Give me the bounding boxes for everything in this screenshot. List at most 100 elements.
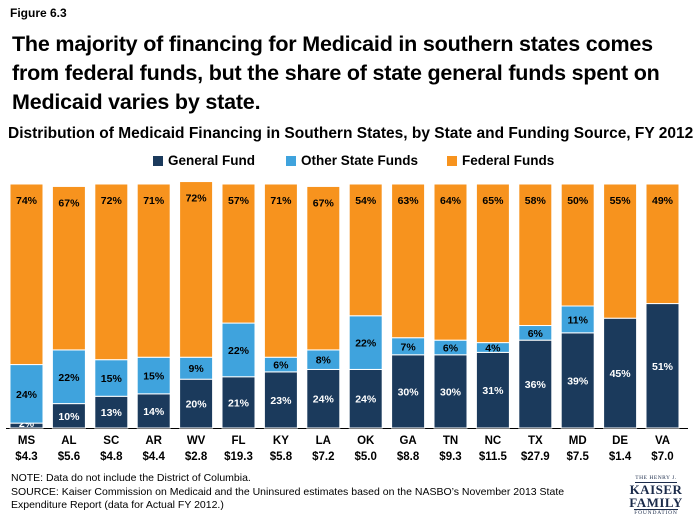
data-label-wv-other-state-funds: 9%	[189, 363, 205, 375]
data-label-ga-other-state-funds: 7%	[401, 341, 417, 353]
x-tick-label-ar: AR	[145, 435, 162, 447]
bar-segment-nc-federal-funds	[475, 183, 510, 344]
bar-segment-wv-general-fund	[179, 378, 214, 429]
data-label-al-other-state-funds: 22%	[58, 372, 80, 384]
x-tick-total-sc: $4.8	[100, 451, 123, 463]
data-label-ga-general-fund: 30%	[398, 386, 420, 398]
data-label-ga-federal-funds: 63%	[398, 195, 420, 207]
bar-segment-tn-general-fund	[433, 354, 468, 429]
data-label-fl-general-fund: 21%	[228, 397, 250, 409]
x-tick-label-md: MD	[569, 435, 587, 447]
bar-segment-ky-federal-funds	[263, 183, 298, 358]
x-tick-label-al: AL	[61, 435, 76, 447]
bar-segment-sc-general-fund	[94, 395, 129, 429]
data-label-tn-other-state-funds: 6%	[443, 342, 459, 354]
bar-segment-fl-federal-funds	[221, 183, 256, 324]
bar-segment-ar-other-state-funds	[136, 356, 171, 395]
x-tick-label-nc: NC	[485, 435, 502, 447]
data-label-sc-federal-funds: 72%	[101, 195, 123, 207]
x-tick-total-va: $7.0	[651, 451, 673, 463]
x-tick-label-ok: OK	[357, 435, 375, 447]
legend-item-other-state-funds: Other State Funds	[286, 153, 418, 168]
x-tick-label-tn: TN	[443, 435, 458, 447]
legend-label-general-fund: General Fund	[168, 153, 256, 168]
data-label-wv-general-fund: 20%	[186, 399, 208, 411]
bar-segment-ga-federal-funds	[391, 183, 426, 339]
bar-segment-sc-federal-funds	[94, 183, 129, 361]
x-tick-label-tx: TX	[528, 435, 543, 447]
note-text: NOTE: Data do not include the District o…	[11, 472, 251, 484]
data-label-la-general-fund: 24%	[313, 394, 335, 406]
legend-swatch-federal-funds	[447, 155, 457, 166]
x-tick-label-ms: MS	[18, 435, 36, 447]
bar-segment-md-other-state-funds	[560, 305, 595, 334]
bar-segment-al-other-state-funds	[51, 349, 86, 405]
x-tick-total-la: $7.2	[312, 451, 334, 463]
legend-swatch-general-fund	[153, 155, 163, 166]
x-tick-total-ms: $4.3	[15, 451, 37, 463]
data-label-md-general-fund: 39%	[567, 375, 589, 387]
data-label-al-federal-funds: 67%	[58, 197, 80, 209]
chart-title: Distribution of Medicaid Financing in So…	[8, 125, 694, 142]
headline: The majority of financing for Medicaid i…	[12, 32, 660, 114]
x-tick-total-al: $5.6	[58, 451, 80, 463]
x-tick-label-wv: WV	[187, 435, 206, 447]
data-label-md-federal-funds: 50%	[567, 195, 589, 207]
data-label-ms-federal-funds: 74%	[16, 195, 38, 207]
x-tick-label-sc: SC	[103, 435, 119, 447]
x-tick-total-de: $1.4	[609, 451, 632, 463]
data-label-ky-federal-funds: 71%	[270, 195, 292, 207]
legend-item-federal-funds: Federal Funds	[447, 153, 554, 168]
x-tick-total-ga: $8.8	[397, 451, 420, 463]
bar-segment-ar-federal-funds	[136, 183, 171, 358]
bar-segment-ms-federal-funds	[9, 183, 44, 366]
data-label-al-general-fund: 10%	[58, 411, 80, 423]
figure-label: Figure 6.3	[10, 6, 67, 20]
bar-segment-tx-federal-funds	[518, 183, 553, 327]
data-label-wv-federal-funds: 72%	[186, 193, 208, 205]
data-label-tx-other-state-funds: 6%	[528, 328, 544, 340]
logo-line2: KAISER	[629, 482, 683, 497]
data-label-ky-general-fund: 23%	[270, 395, 292, 407]
legend-swatch-other-state-funds	[286, 155, 296, 166]
data-label-de-federal-funds: 55%	[610, 195, 632, 207]
legend-item-general-fund: General Fund	[153, 153, 255, 168]
bar-segment-ar-general-fund	[136, 393, 171, 429]
data-label-nc-federal-funds: 65%	[482, 195, 504, 207]
legend: General Fund Other State Funds Federal F…	[0, 153, 698, 173]
legend-label-other-state-funds: Other State Funds	[301, 153, 419, 168]
bar-segment-la-federal-funds	[306, 185, 341, 351]
data-label-ar-general-fund: 14%	[143, 406, 165, 418]
data-label-fl-federal-funds: 57%	[228, 195, 250, 207]
logo-line4: FOUNDATION	[634, 509, 678, 516]
data-label-ky-other-state-funds: 6%	[273, 360, 289, 372]
data-label-tn-federal-funds: 64%	[440, 195, 462, 207]
data-label-la-federal-funds: 67%	[313, 197, 335, 209]
bar-segment-sc-other-state-funds	[94, 359, 129, 397]
data-label-sc-general-fund: 13%	[101, 407, 123, 419]
x-tick-total-ar: $4.4	[143, 451, 166, 463]
bar-segment-va-general-fund	[645, 303, 680, 429]
x-tick-label-la: LA	[316, 435, 331, 447]
data-label-de-general-fund: 45%	[610, 368, 632, 380]
bar-segment-tx-general-fund	[518, 339, 553, 429]
bar-segment-fl-other-state-funds	[221, 322, 256, 378]
bar-segment-md-federal-funds	[560, 183, 595, 307]
bar-segment-de-general-fund	[603, 317, 638, 429]
x-tick-total-ky: $5.8	[270, 451, 293, 463]
data-label-ok-federal-funds: 54%	[355, 195, 377, 207]
logo-line1: THE HENRY J.	[635, 475, 677, 483]
stacked-bar-chart: 2%24%74%MS$4.310%22%67%AL$5.613%15%72%SC…	[6, 181, 688, 463]
bar-segment-ms-other-state-funds	[9, 364, 44, 424]
x-tick-label-de: DE	[612, 435, 628, 447]
x-tick-total-tn: $9.3	[439, 451, 461, 463]
bar-segment-al-federal-funds	[51, 185, 86, 351]
x-tick-label-fl: FL	[231, 435, 245, 447]
x-tick-total-wv: $2.8	[185, 451, 208, 463]
bar-segment-ok-federal-funds	[348, 183, 383, 317]
data-label-va-general-fund: 51%	[652, 361, 674, 373]
data-label-la-other-state-funds: 8%	[316, 355, 332, 367]
data-label-tn-general-fund: 30%	[440, 386, 462, 398]
data-label-ar-federal-funds: 71%	[143, 195, 165, 207]
data-label-md-other-state-funds: 11%	[567, 314, 588, 326]
